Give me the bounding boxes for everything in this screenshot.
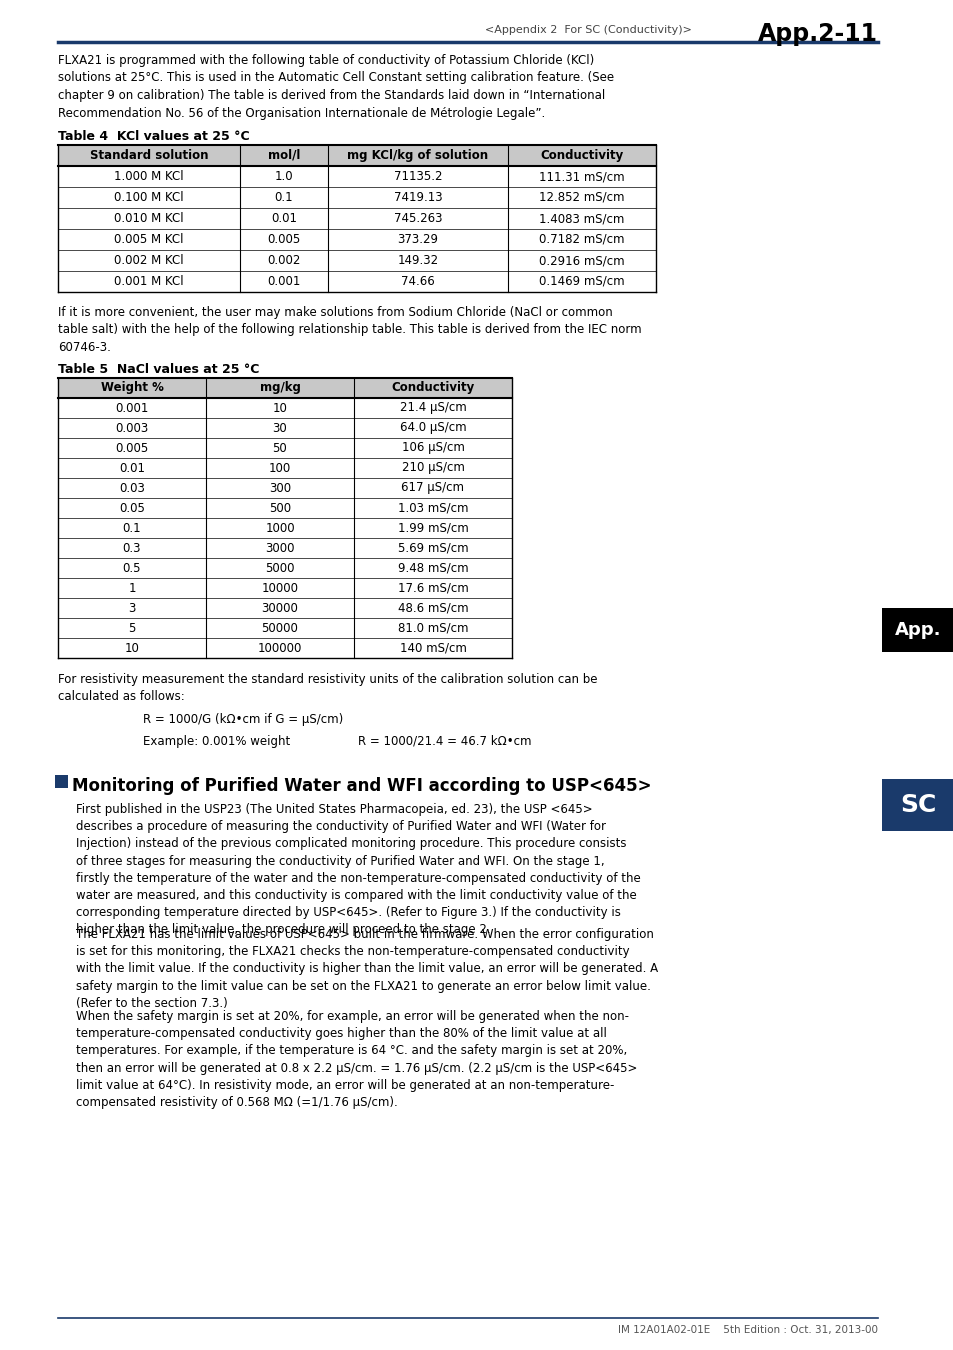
Text: Table 4  KCl values at 25 °C: Table 4 KCl values at 25 °C: [58, 130, 250, 143]
Bar: [882, 608, 953, 652]
Text: 1.0: 1.0: [274, 170, 293, 184]
Text: 0.5: 0.5: [123, 562, 141, 575]
Text: 0.010 M KCl: 0.010 M KCl: [114, 212, 184, 225]
Text: 0.005: 0.005: [115, 441, 149, 455]
Text: 30000: 30000: [261, 602, 298, 614]
Text: 21.4 μS/cm: 21.4 μS/cm: [399, 401, 466, 414]
Text: 100: 100: [269, 462, 291, 474]
Text: 0.1: 0.1: [123, 521, 141, 535]
Text: mg KCl/kg of solution: mg KCl/kg of solution: [347, 148, 488, 162]
Text: 0.01: 0.01: [119, 462, 145, 474]
Text: 0.001: 0.001: [267, 275, 300, 288]
Text: 0.2916 mS/cm: 0.2916 mS/cm: [538, 254, 624, 267]
Text: 48.6 mS/cm: 48.6 mS/cm: [397, 602, 468, 614]
Text: 64.0 μS/cm: 64.0 μS/cm: [399, 421, 466, 435]
Text: App.: App.: [894, 621, 941, 639]
Text: 1.99 mS/cm: 1.99 mS/cm: [397, 521, 468, 535]
Text: 5: 5: [128, 621, 135, 634]
Text: 81.0 mS/cm: 81.0 mS/cm: [397, 621, 468, 634]
Text: First published in the USP23 (The United States Pharmacopeia, ed. 23), the USP <: First published in the USP23 (The United…: [76, 803, 640, 937]
Text: 10: 10: [125, 641, 139, 655]
Text: 0.7182 mS/cm: 0.7182 mS/cm: [538, 234, 624, 246]
Text: 0.001 M KCl: 0.001 M KCl: [114, 275, 184, 288]
Text: 9.48 mS/cm: 9.48 mS/cm: [397, 562, 468, 575]
Text: 0.002: 0.002: [267, 254, 300, 267]
Text: 0.01: 0.01: [271, 212, 296, 225]
Text: 7419.13: 7419.13: [394, 190, 442, 204]
Text: IM 12A01A02-01E    5th Edition : Oct. 31, 2013-00: IM 12A01A02-01E 5th Edition : Oct. 31, 2…: [618, 1324, 877, 1335]
Text: 30: 30: [273, 421, 287, 435]
Text: 3000: 3000: [265, 541, 294, 555]
Text: 50: 50: [273, 441, 287, 455]
Text: Conductivity: Conductivity: [539, 148, 623, 162]
Text: 10000: 10000: [261, 582, 298, 594]
Text: <Appendix 2  For SC (Conductivity)>: <Appendix 2 For SC (Conductivity)>: [484, 26, 691, 35]
Text: 5000: 5000: [265, 562, 294, 575]
Text: 12.852 mS/cm: 12.852 mS/cm: [538, 190, 624, 204]
Text: 0.003: 0.003: [115, 421, 149, 435]
Text: 10: 10: [273, 401, 287, 414]
Text: Monitoring of Purified Water and WFI according to USP<645>: Monitoring of Purified Water and WFI acc…: [71, 778, 651, 795]
Bar: [58, 144, 656, 166]
Text: 71135.2: 71135.2: [394, 170, 442, 184]
Text: Conductivity: Conductivity: [391, 382, 475, 394]
Text: 5.69 mS/cm: 5.69 mS/cm: [397, 541, 468, 555]
Text: 106 μS/cm: 106 μS/cm: [401, 441, 464, 455]
Text: 0.005: 0.005: [267, 234, 300, 246]
Text: 111.31 mS/cm: 111.31 mS/cm: [538, 170, 624, 184]
Text: 50000: 50000: [261, 621, 298, 634]
Text: 3: 3: [128, 602, 135, 614]
Bar: [58, 378, 512, 398]
Text: 0.002 M KCl: 0.002 M KCl: [114, 254, 184, 267]
Text: 373.29: 373.29: [397, 234, 438, 246]
Text: Weight %: Weight %: [100, 382, 163, 394]
Text: 74.66: 74.66: [400, 275, 435, 288]
Text: 0.005 M KCl: 0.005 M KCl: [114, 234, 184, 246]
Text: For resistivity measurement the standard resistivity units of the calibration so: For resistivity measurement the standard…: [58, 674, 597, 703]
Bar: [882, 779, 953, 832]
Text: 0.001: 0.001: [115, 401, 149, 414]
Text: 0.03: 0.03: [119, 482, 145, 494]
Text: 0.3: 0.3: [123, 541, 141, 555]
Text: 1.4083 mS/cm: 1.4083 mS/cm: [538, 212, 624, 225]
Text: 17.6 mS/cm: 17.6 mS/cm: [397, 582, 468, 594]
Text: 300: 300: [269, 482, 291, 494]
Text: App.2-11: App.2-11: [758, 22, 877, 46]
Text: 1.000 M KCl: 1.000 M KCl: [114, 170, 184, 184]
Text: 1.03 mS/cm: 1.03 mS/cm: [397, 501, 468, 514]
Text: If it is more convenient, the user may make solutions from Sodium Chloride (NaCl: If it is more convenient, the user may m…: [58, 306, 641, 354]
Text: 0.1469 mS/cm: 0.1469 mS/cm: [538, 275, 624, 288]
Text: FLXA21 is programmed with the following table of conductivity of Potassium Chlor: FLXA21 is programmed with the following …: [58, 54, 614, 120]
Text: 210 μS/cm: 210 μS/cm: [401, 462, 464, 474]
Text: 500: 500: [269, 501, 291, 514]
Text: 745.263: 745.263: [394, 212, 442, 225]
Text: 0.100 M KCl: 0.100 M KCl: [114, 190, 184, 204]
Text: mol/l: mol/l: [268, 148, 300, 162]
Text: 100000: 100000: [257, 641, 302, 655]
Text: The FLXA21 has the limit values of USP<645> built in the firmware. When the erro: The FLXA21 has the limit values of USP<6…: [76, 927, 658, 1010]
Text: 149.32: 149.32: [397, 254, 438, 267]
Text: 0.05: 0.05: [119, 501, 145, 514]
Text: Table 5  NaCl values at 25 °C: Table 5 NaCl values at 25 °C: [58, 363, 259, 377]
Text: R = 1000/G (kΩ•cm if G = μS/cm): R = 1000/G (kΩ•cm if G = μS/cm): [143, 713, 343, 726]
Text: 0.1: 0.1: [274, 190, 293, 204]
Text: 1: 1: [128, 582, 135, 594]
Text: R = 1000/21.4 = 46.7 kΩ•cm: R = 1000/21.4 = 46.7 kΩ•cm: [357, 734, 531, 748]
Text: Standard solution: Standard solution: [90, 148, 208, 162]
Text: 617 μS/cm: 617 μS/cm: [401, 482, 464, 494]
Text: 140 mS/cm: 140 mS/cm: [399, 641, 466, 655]
Text: mg/kg: mg/kg: [259, 382, 300, 394]
Text: 1000: 1000: [265, 521, 294, 535]
Text: SC: SC: [899, 792, 935, 817]
Text: Example: 0.001% weight: Example: 0.001% weight: [143, 734, 290, 748]
Text: When the safety margin is set at 20%, for example, an error will be generated wh: When the safety margin is set at 20%, fo…: [76, 1010, 637, 1108]
Bar: [55, 775, 68, 788]
